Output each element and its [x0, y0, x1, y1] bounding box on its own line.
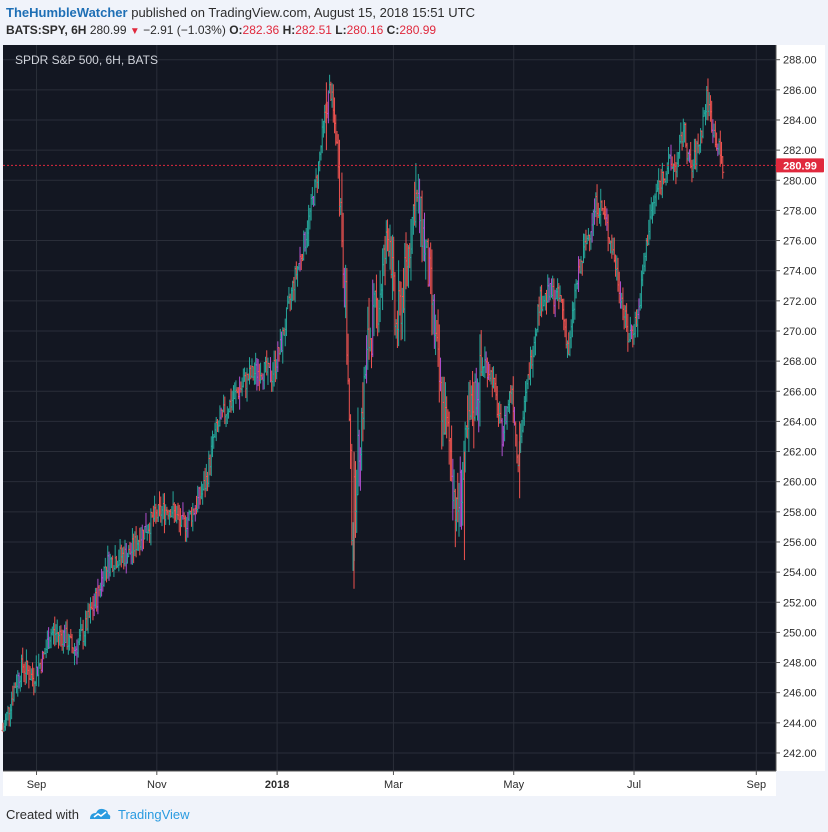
plot-area[interactable]	[3, 45, 776, 771]
x-tick-label: Sep	[27, 779, 47, 791]
y-tick-label: 264.00	[783, 416, 817, 428]
close-label: C:	[386, 23, 400, 37]
tradingview-logo-icon[interactable]	[88, 806, 112, 827]
grid-lines	[3, 45, 777, 772]
time-axis-labels: Sep Nov 2018 Mar May Jul Sep	[27, 771, 766, 791]
last-price: 280.99	[89, 23, 127, 37]
low-label: L:	[335, 23, 347, 37]
y-tick-label: 260.00	[783, 477, 817, 489]
y-tick-label: 244.00	[783, 718, 817, 730]
price-axis-labels: 288.00 286.00 284.00 282.00 280.00 278.00 276.…	[776, 55, 817, 760]
y-tick-label: 282.00	[783, 145, 817, 157]
author-link[interactable]: TheHumbleWatcher	[6, 5, 128, 20]
ohlc-line: BATS:SPY, 6H 280.99 ▼ −2.91 (−1.03%) O:2…	[6, 23, 436, 37]
x-tick-label: Sep	[746, 779, 766, 791]
x-tick-label: Jul	[627, 779, 641, 791]
y-tick-label: 270.00	[783, 326, 817, 338]
high-value: 282.51	[295, 23, 332, 37]
y-tick-label: 250.00	[783, 627, 817, 639]
low-value: 280.16	[346, 23, 384, 37]
close-value: 280.99	[399, 23, 437, 37]
y-tick-label: 276.00	[783, 236, 817, 248]
open-value: 282.36	[242, 23, 280, 37]
y-tick-label: 252.00	[783, 597, 817, 609]
chart-title: SPDR S&P 500, 6H, BATS	[15, 53, 158, 67]
price-chart[interactable]: 288.00 286.00 284.00 282.00 280.00 278.00 276.…	[0, 42, 828, 798]
x-tick-label: Nov	[147, 779, 167, 791]
created-with-text: Created with	[6, 807, 79, 822]
symbol-label: BATS:SPY, 6H	[6, 23, 87, 37]
y-tick-label: 258.00	[783, 507, 817, 519]
open-label: O:	[229, 23, 243, 37]
change-value: −2.91 (−1.03%)	[143, 23, 226, 37]
x-tick-label: May	[503, 779, 524, 791]
y-tick-label: 248.00	[783, 658, 817, 670]
y-tick-label: 242.00	[783, 748, 817, 760]
y-tick-label: 262.00	[783, 447, 817, 459]
time-axis[interactable]	[3, 771, 776, 796]
y-tick-label: 286.00	[783, 85, 817, 97]
chart-header: TheHumbleWatcher published on TradingVie…	[0, 0, 828, 42]
y-tick-label: 256.00	[783, 537, 817, 549]
y-tick-label: 272.00	[783, 296, 817, 308]
published-text: published on TradingView.com, August 15,…	[131, 5, 475, 20]
x-tick-label: Mar	[384, 779, 403, 791]
y-tick-label: 254.00	[783, 567, 817, 579]
y-tick-label: 288.00	[783, 55, 817, 67]
down-arrow-icon: ▼	[129, 26, 140, 37]
publish-line: TheHumbleWatcher published on TradingVie…	[6, 5, 475, 20]
current-price-label: 280.99	[783, 160, 817, 172]
y-tick-label: 268.00	[783, 356, 817, 368]
y-tick-label: 284.00	[783, 115, 817, 127]
ohlc-bars	[1, 74, 725, 733]
y-tick-label: 278.00	[783, 205, 817, 217]
y-tick-label: 274.00	[783, 266, 817, 278]
current-price-tag	[776, 158, 824, 173]
y-tick-label: 246.00	[783, 688, 817, 700]
x-tick-label: 2018	[265, 779, 289, 791]
high-label: H:	[282, 23, 296, 37]
y-tick-label: 280.00	[783, 175, 817, 187]
footer: Created with TradingView	[0, 798, 828, 832]
tradingview-link[interactable]: TradingView	[118, 807, 190, 822]
y-tick-label: 266.00	[783, 386, 817, 398]
